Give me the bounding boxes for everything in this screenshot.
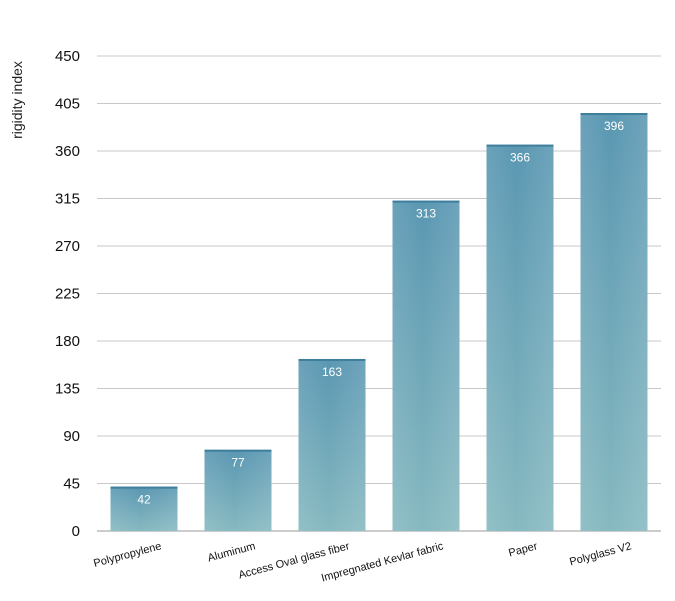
y-tick-label: 180 bbox=[55, 333, 80, 350]
y-axis-ticks: 0 45 90 135 180 225 270 315 360 405 450 bbox=[55, 48, 80, 540]
bar-texture bbox=[204, 449, 272, 531]
bar-texture bbox=[298, 358, 366, 531]
y-tick-label: 90 bbox=[63, 428, 80, 445]
y-tick-label: 360 bbox=[55, 143, 80, 160]
bar-value-label: 42 bbox=[137, 493, 151, 507]
bars: 42 77 163 313 366 396 bbox=[110, 113, 648, 531]
y-tick-label: 315 bbox=[55, 191, 80, 208]
bar-value-label: 163 bbox=[322, 365, 342, 379]
y-tick-label: 405 bbox=[55, 96, 80, 113]
y-tick-label: 270 bbox=[55, 238, 80, 255]
bar-texture bbox=[392, 200, 460, 531]
bar-value-label: 77 bbox=[231, 456, 245, 470]
y-tick-label: 450 bbox=[55, 48, 80, 65]
y-tick-label: 225 bbox=[55, 286, 80, 303]
x-category-label: Polyglass V2 bbox=[568, 540, 633, 568]
x-category-label: Polypropylene bbox=[92, 540, 162, 570]
bar-texture bbox=[580, 113, 648, 531]
bar-value-label: 366 bbox=[510, 151, 530, 165]
x-category-label: Paper bbox=[507, 540, 539, 559]
bar-value-label: 396 bbox=[604, 119, 624, 133]
bar-value-label: 313 bbox=[416, 207, 436, 221]
y-axis-title: rigidity index bbox=[9, 61, 25, 139]
y-tick-label: 0 bbox=[72, 523, 80, 540]
bar-texture bbox=[110, 486, 178, 531]
bar-texture bbox=[486, 144, 554, 531]
y-tick-label: 45 bbox=[63, 476, 80, 493]
gridlines bbox=[97, 55, 661, 532]
y-tick-label: 135 bbox=[55, 381, 80, 398]
x-category-label: Aluminum bbox=[206, 540, 256, 564]
